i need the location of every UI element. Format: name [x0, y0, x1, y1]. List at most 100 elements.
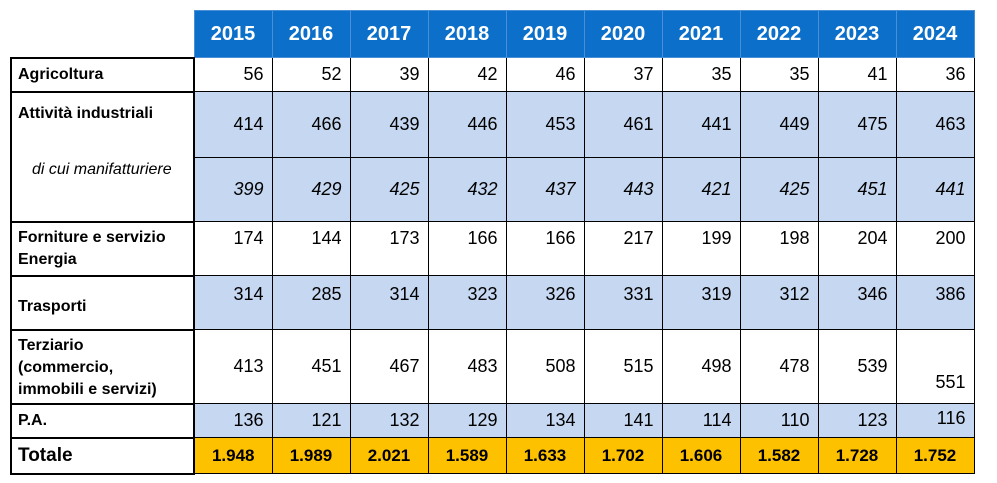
cell-value: 319 — [661, 275, 741, 330]
cell-value: 451 — [271, 329, 351, 404]
row-manifatturiere: 399 429 425 432 437 443 421 425 451 441 — [11, 157, 975, 222]
year-header: 2019 — [505, 10, 585, 58]
cell-value: 144 — [271, 221, 351, 276]
row-totale: Totale 1.948 1.989 2.021 1.589 1.633 1.7… — [10, 436, 975, 475]
cell-value: 437 — [505, 157, 585, 222]
cell-value: 134 — [505, 403, 585, 438]
row-pa: P.A. 136 121 132 129 134 141 114 110 123… — [10, 402, 975, 439]
year-header: 2018 — [427, 10, 507, 58]
cell-value: 432 — [427, 157, 507, 222]
total-value: 1.948 — [193, 437, 273, 474]
row-label-line: Terziario — [18, 336, 84, 354]
cell-value: 515 — [583, 329, 663, 404]
total-value: 1.702 — [583, 437, 663, 474]
cell-value: 446 — [427, 91, 507, 158]
cell-value: 478 — [739, 329, 819, 404]
cell-value: 199 — [661, 221, 741, 276]
cell-value: 35 — [739, 57, 819, 92]
cell-value: 285 — [271, 275, 351, 330]
year-header: 2015 — [193, 10, 273, 58]
year-header: 2016 — [271, 10, 351, 58]
cell-value: 539 — [817, 329, 897, 404]
row-trasporti: Trasporti 314 285 314 323 326 331 319 31… — [10, 274, 975, 331]
cell-value: 166 — [505, 221, 585, 276]
cell-value: 551 — [895, 329, 975, 404]
consumption-table: 2015 2016 2017 2018 2019 2020 2021 2022 … — [10, 10, 975, 475]
cell-value: 121 — [271, 403, 351, 438]
cell-value: 413 — [193, 329, 273, 404]
sub-row-label: di cui manifatturiere — [32, 160, 172, 178]
cell-value: 41 — [817, 57, 897, 92]
year-header: 2024 — [895, 10, 975, 58]
cell-value: 399 — [193, 157, 273, 222]
cell-value: 312 — [739, 275, 819, 330]
cell-value: 331 — [583, 275, 663, 330]
cell-value: 429 — [271, 157, 351, 222]
row-label-line: immobili e servizi) — [18, 380, 157, 398]
year-header: 2017 — [349, 10, 429, 58]
cell-value: 129 — [427, 403, 507, 438]
row-label-line: Energia — [18, 250, 77, 268]
cell-value: 36 — [895, 57, 975, 92]
cell-value: 441 — [895, 157, 975, 222]
row-label: Totale — [10, 436, 195, 475]
cell-value: 200 — [895, 221, 975, 276]
cell-value: 483 — [427, 329, 507, 404]
row-label-line: (commercio, — [18, 358, 114, 376]
cell-value: 114 — [661, 403, 741, 438]
cell-value: 52 — [271, 57, 351, 92]
cell-value: 451 — [817, 157, 897, 222]
row-label: Attività industriali — [18, 104, 154, 122]
total-value: 1.728 — [817, 437, 897, 474]
cell-value: 132 — [349, 403, 429, 438]
row-label: Terziario (commercio, immobili e servizi… — [10, 328, 195, 405]
cell-value: 439 — [349, 91, 429, 158]
row-label-group: Attività industriali di cui manifatturie… — [10, 90, 195, 223]
cell-value: 39 — [349, 57, 429, 92]
cell-value: 425 — [739, 157, 819, 222]
cell-value: 414 — [193, 91, 273, 158]
header-row: 2015 2016 2017 2018 2019 2020 2021 2022 … — [11, 10, 975, 58]
cell-value: 346 — [817, 275, 897, 330]
total-value: 2.021 — [349, 437, 429, 474]
cell-value: 326 — [505, 275, 585, 330]
cell-value: 141 — [583, 403, 663, 438]
cell-value: 441 — [661, 91, 741, 158]
cell-value: 323 — [427, 275, 507, 330]
total-value: 1.606 — [661, 437, 741, 474]
cell-value: 217 — [583, 221, 663, 276]
row-energia: Forniture e servizio Energia 174 144 173… — [10, 220, 975, 277]
row-agricoltura: Agricoltura 56 52 39 42 46 37 35 35 41 3… — [10, 56, 975, 93]
cell-value: 475 — [817, 91, 897, 158]
total-value: 1.589 — [427, 437, 507, 474]
cell-value: 35 — [661, 57, 741, 92]
row-label: Forniture e servizio Energia — [10, 220, 195, 277]
cell-value: 508 — [505, 329, 585, 404]
year-header: 2021 — [661, 10, 741, 58]
row-terziario: Terziario (commercio, immobili e servizi… — [10, 328, 975, 405]
cell-value: 466 — [271, 91, 351, 158]
cell-value: 174 — [193, 221, 273, 276]
header-corner — [11, 10, 194, 58]
total-value: 1.582 — [739, 437, 819, 474]
cell-value: 123 — [817, 403, 897, 438]
cell-value: 204 — [817, 221, 897, 276]
cell-value: 467 — [349, 329, 429, 404]
total-value: 1.752 — [895, 437, 975, 474]
data-table-container: 2015 2016 2017 2018 2019 2020 2021 2022 … — [10, 10, 975, 475]
cell-value: 443 — [583, 157, 663, 222]
cell-value: 136 — [193, 403, 273, 438]
total-value: 1.989 — [271, 437, 351, 474]
year-header: 2022 — [739, 10, 819, 58]
total-value: 1.633 — [505, 437, 585, 474]
cell-value: 453 — [505, 91, 585, 158]
row-label: Agricoltura — [10, 56, 195, 93]
year-header: 2020 — [583, 10, 663, 58]
cell-value: 498 — [661, 329, 741, 404]
cell-value: 314 — [193, 275, 273, 330]
cell-value: 421 — [661, 157, 741, 222]
row-label: P.A. — [10, 402, 195, 439]
cell-value: 46 — [505, 57, 585, 92]
cell-value: 314 — [349, 275, 429, 330]
cell-value: 56 — [193, 57, 273, 92]
